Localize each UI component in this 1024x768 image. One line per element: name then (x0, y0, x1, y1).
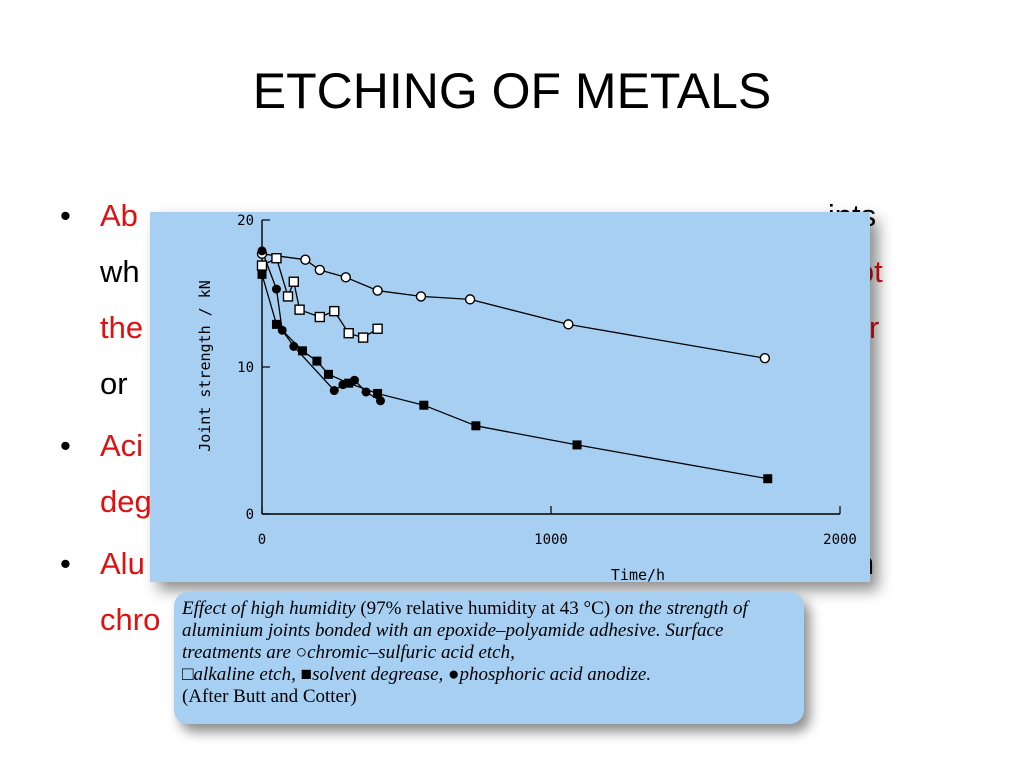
chart-curves (261, 250, 768, 480)
filled-square-icon: ■ (300, 664, 313, 685)
filled-square-point (297, 346, 307, 356)
open-circle-point (563, 319, 574, 330)
caption-treatment-1: chromic–sulfuric acid etch, (307, 642, 515, 663)
y-tick-label: 0 (246, 507, 254, 523)
chart-marks (256, 246, 773, 484)
filled-square-point (344, 378, 354, 388)
filled-square-point (373, 388, 383, 398)
x-axis-label: Time/h (611, 566, 665, 582)
open-square-point (357, 332, 369, 343)
open-circle-point (340, 272, 352, 283)
bullet-1-line-2-black: wh (100, 254, 140, 289)
bullet-2-line-1-red: Aci (100, 428, 144, 463)
filled-circle-point (277, 325, 287, 335)
open-circle-point (415, 291, 427, 302)
open-square-point (329, 305, 340, 317)
caption-credit: (After Butt and Cotter) (182, 686, 357, 707)
bullet-1-line-3-red-a: the (100, 310, 144, 345)
filled-circle-point (349, 375, 359, 385)
open-square-point (294, 304, 305, 315)
open-square-point (343, 327, 354, 339)
open-square-point (288, 276, 299, 287)
x-tick-label: 0 (258, 532, 266, 548)
filled-square-point (763, 474, 773, 484)
chart-figure: 0 1000 2000 0 10 20 Time/h Joint strength / k… (150, 212, 870, 582)
open-circle-point (464, 294, 476, 305)
bullet-2-line-2-red: deg (100, 484, 152, 519)
bullet-3-line-1-red: Alu (100, 546, 145, 581)
bullet-3-line-2-red: chro (100, 602, 161, 637)
filled-circle-point (257, 246, 267, 256)
open-square-icon: □ (182, 664, 194, 685)
filled-square-point (312, 356, 322, 366)
x-tick-label: 2000 (823, 532, 857, 548)
filled-square-point (572, 440, 582, 450)
caption-treatment-2: alkaline etch, (193, 664, 296, 685)
filled-circle-point (361, 387, 371, 397)
open-square-point (314, 311, 326, 323)
filled-circle-point (271, 284, 281, 294)
x-tick-label: 1000 (534, 532, 568, 548)
filled-square-point (257, 269, 267, 279)
series-3-curve (261, 274, 768, 480)
open-square-point (372, 323, 383, 334)
caption-treatment-3: solvent degrease, (312, 664, 444, 685)
open-circle-icon: ○ (295, 642, 308, 663)
caption-treatment-4: phosphoric acid anodize. (459, 664, 652, 685)
y-axis-label: Joint strength / kN (196, 280, 214, 452)
series-2-curve (261, 257, 378, 339)
open-circle-point (759, 352, 771, 364)
chart-svg: 0 1000 2000 0 10 20 Time/h Joint strength / k… (196, 213, 857, 582)
bullet-1-line-1-red: Ab (100, 198, 138, 233)
filled-circle-point (289, 341, 299, 351)
filled-square-point (271, 319, 281, 329)
filled-circle-icon: ● (448, 664, 460, 685)
caption-part-2: (97% relative humidity at 43 °C) (360, 598, 611, 619)
chart-axes: 0 1000 2000 0 10 20 (237, 213, 857, 548)
open-square-point (282, 291, 294, 302)
filled-circle-point (329, 386, 339, 396)
filled-circle-point (375, 396, 385, 406)
slide-title: ETCHING OF METALS (252, 63, 772, 119)
open-circle-point (300, 254, 311, 265)
caption-part-1: Effect of high humidity (182, 598, 361, 619)
y-tick-label: 20 (237, 213, 254, 229)
open-circle-point (372, 285, 383, 296)
open-circle-point (314, 264, 326, 276)
y-tick-label: 10 (237, 360, 254, 376)
figure-caption: Effect of high humidity (97% relative hu… (174, 592, 804, 724)
bullet-item-2: Aci deg (58, 418, 978, 530)
filled-square-point (419, 400, 429, 410)
open-square-point (271, 253, 282, 264)
open-square-point (256, 260, 268, 271)
caption-part-3: on the strength of aluminium joints bond… (182, 598, 748, 663)
filled-circle-point (338, 380, 348, 390)
filled-square-point (323, 369, 333, 379)
filled-square-point (471, 421, 481, 431)
bullet-1-line-4-black: or (100, 366, 128, 401)
